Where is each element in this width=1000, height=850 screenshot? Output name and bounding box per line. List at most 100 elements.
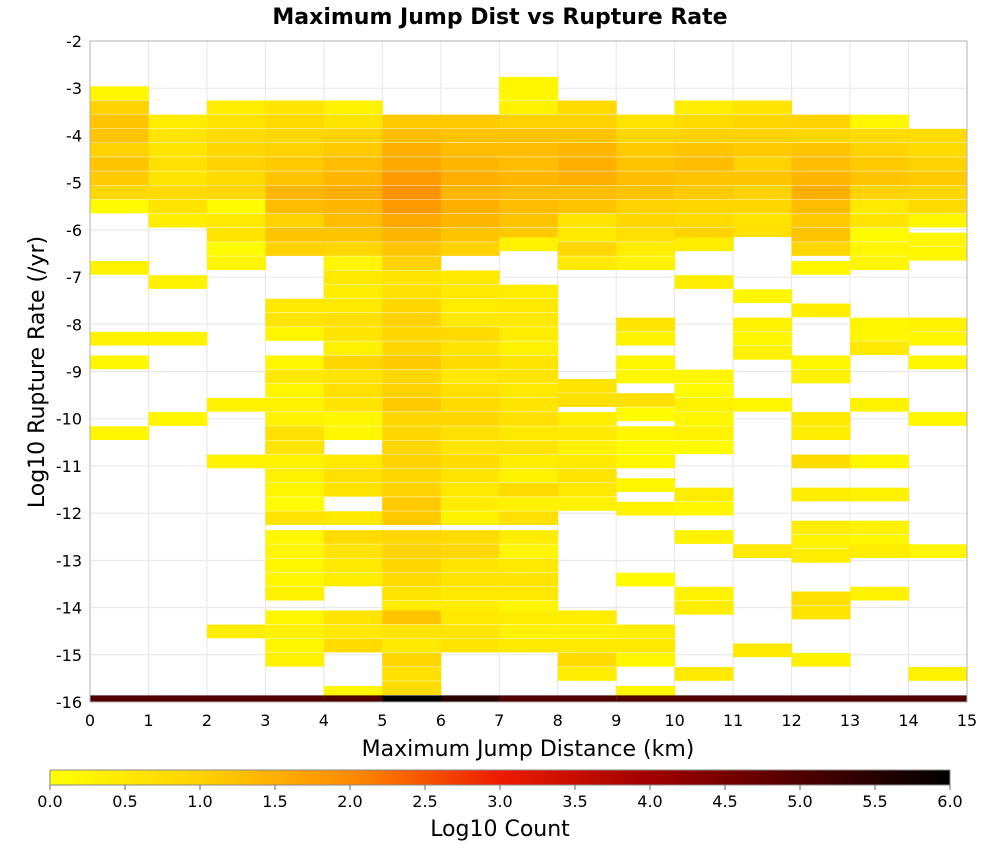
colorbar-tick-label: 1.5 (262, 792, 287, 811)
heatmap-cell (499, 497, 559, 511)
heatmap-cell (323, 369, 383, 384)
heatmap-cell (791, 355, 851, 370)
y-tick-label: -6 (66, 221, 82, 240)
heatmap-cell (265, 213, 325, 228)
heatmap-cell (850, 171, 910, 186)
colorbar-tick-label: 4.0 (637, 792, 662, 811)
heatmap-cell (382, 558, 442, 573)
heatmap-cell (90, 185, 149, 200)
heatmap-cell (265, 558, 325, 573)
heatmap-cell (674, 667, 734, 681)
heatmap-cell (382, 270, 442, 285)
heatmap-cell (850, 114, 910, 129)
heatmap-cell (440, 454, 500, 469)
colorbar-label: Log10 Count (430, 817, 570, 842)
heatmap-cell (674, 157, 734, 171)
heatmap-cell (908, 667, 968, 681)
heatmap-cell (323, 227, 383, 242)
heatmap-cell (323, 157, 383, 171)
heatmap-cell (557, 624, 617, 639)
heatmap-cell (382, 426, 442, 440)
heatmap-cell (791, 242, 851, 256)
heatmap-cell (616, 478, 676, 492)
heatmap-cell (499, 695, 559, 703)
heatmap-cell (323, 242, 383, 256)
heatmap-cell (90, 86, 149, 101)
heatmap-cell (733, 397, 793, 412)
heatmap-cell (206, 213, 266, 228)
heatmap-cell (148, 275, 208, 289)
heatmap-cell (440, 369, 500, 384)
heatmap-cell (557, 142, 617, 157)
heatmap-cell (206, 100, 266, 115)
heatmap-cell (499, 397, 559, 412)
heatmap-cell (616, 572, 676, 587)
heatmap-cell (499, 530, 559, 544)
y-tick-label: -4 (66, 126, 82, 145)
heatmap-cell (323, 638, 383, 653)
x-tick-label: 11 (723, 711, 743, 730)
heatmap-cell (148, 114, 208, 129)
heatmap-cell (557, 667, 617, 681)
heatmap-cell (323, 270, 383, 285)
heatmap-cell (148, 142, 208, 157)
heatmap-cell (265, 440, 325, 455)
colorbar-tick-label: 1.0 (187, 792, 212, 811)
heatmap-cell (382, 142, 442, 157)
y-tick-label: -3 (66, 79, 82, 98)
heatmap-cell (557, 468, 617, 483)
heatmap-cell (206, 256, 266, 271)
heatmap-cell (265, 100, 325, 115)
heatmap-cell (616, 501, 676, 516)
heatmap-cell (850, 256, 910, 271)
heatmap-cell (265, 544, 325, 559)
heatmap-cell (323, 511, 383, 525)
heatmap-cell (850, 128, 910, 143)
heatmap-cell (499, 383, 559, 398)
heatmap-cell (908, 171, 968, 186)
heatmap-cell (206, 114, 266, 129)
heatmap-cell (674, 128, 734, 143)
heatmap-cell (440, 213, 500, 228)
heatmap-cell (557, 227, 617, 242)
heatmap-cell (90, 114, 149, 129)
heatmap-cell (265, 610, 325, 625)
heatmap-cell (440, 327, 500, 341)
y-tick-label: -7 (66, 268, 82, 287)
heatmap-cell (440, 610, 500, 625)
heatmap-cell (791, 171, 851, 186)
heatmap-cell (323, 610, 383, 625)
heatmap-cell (850, 487, 910, 502)
colorbar (49, 769, 951, 786)
heatmap-cell (323, 572, 383, 587)
heatmap-cell (908, 213, 968, 228)
heatmap-cell (791, 534, 851, 549)
heatmap-cell (733, 199, 793, 214)
heatmap-cell (557, 497, 617, 511)
heatmap-cell (440, 412, 500, 426)
heatmap-cell (557, 213, 617, 228)
y-tick-labels: -2 -3 -4 -5 -6 -7 -8 -9 -10 -11 -12 -13 -14 -15 -16 (56, 32, 82, 712)
heatmap-cell (499, 312, 559, 327)
heatmap-cell (148, 128, 208, 143)
heatmap-cell (323, 468, 383, 483)
heatmap-cell (323, 213, 383, 228)
heatmap-cell (499, 610, 559, 625)
heatmap-cell (440, 157, 500, 171)
heatmap-cell (791, 199, 851, 214)
heatmap-cell (674, 487, 734, 502)
heatmap-cell (850, 227, 910, 242)
heatmap-cell (440, 270, 500, 285)
heatmap-cell (791, 185, 851, 200)
x-tick-labels: 0 1 2 3 4 5 6 7 8 9 10 11 12 13 14 15 (85, 711, 977, 730)
heatmap-cell (557, 652, 617, 667)
heatmap-cell (850, 544, 910, 559)
heatmap-cell (616, 317, 676, 332)
heatmap-cell (323, 142, 383, 157)
heatmap-cell (206, 128, 266, 143)
heatmap-cell (499, 114, 559, 129)
heatmap-cell (382, 256, 442, 271)
heatmap-cell (733, 100, 793, 115)
heatmap-cell (382, 440, 442, 455)
heatmap-cell (557, 171, 617, 186)
